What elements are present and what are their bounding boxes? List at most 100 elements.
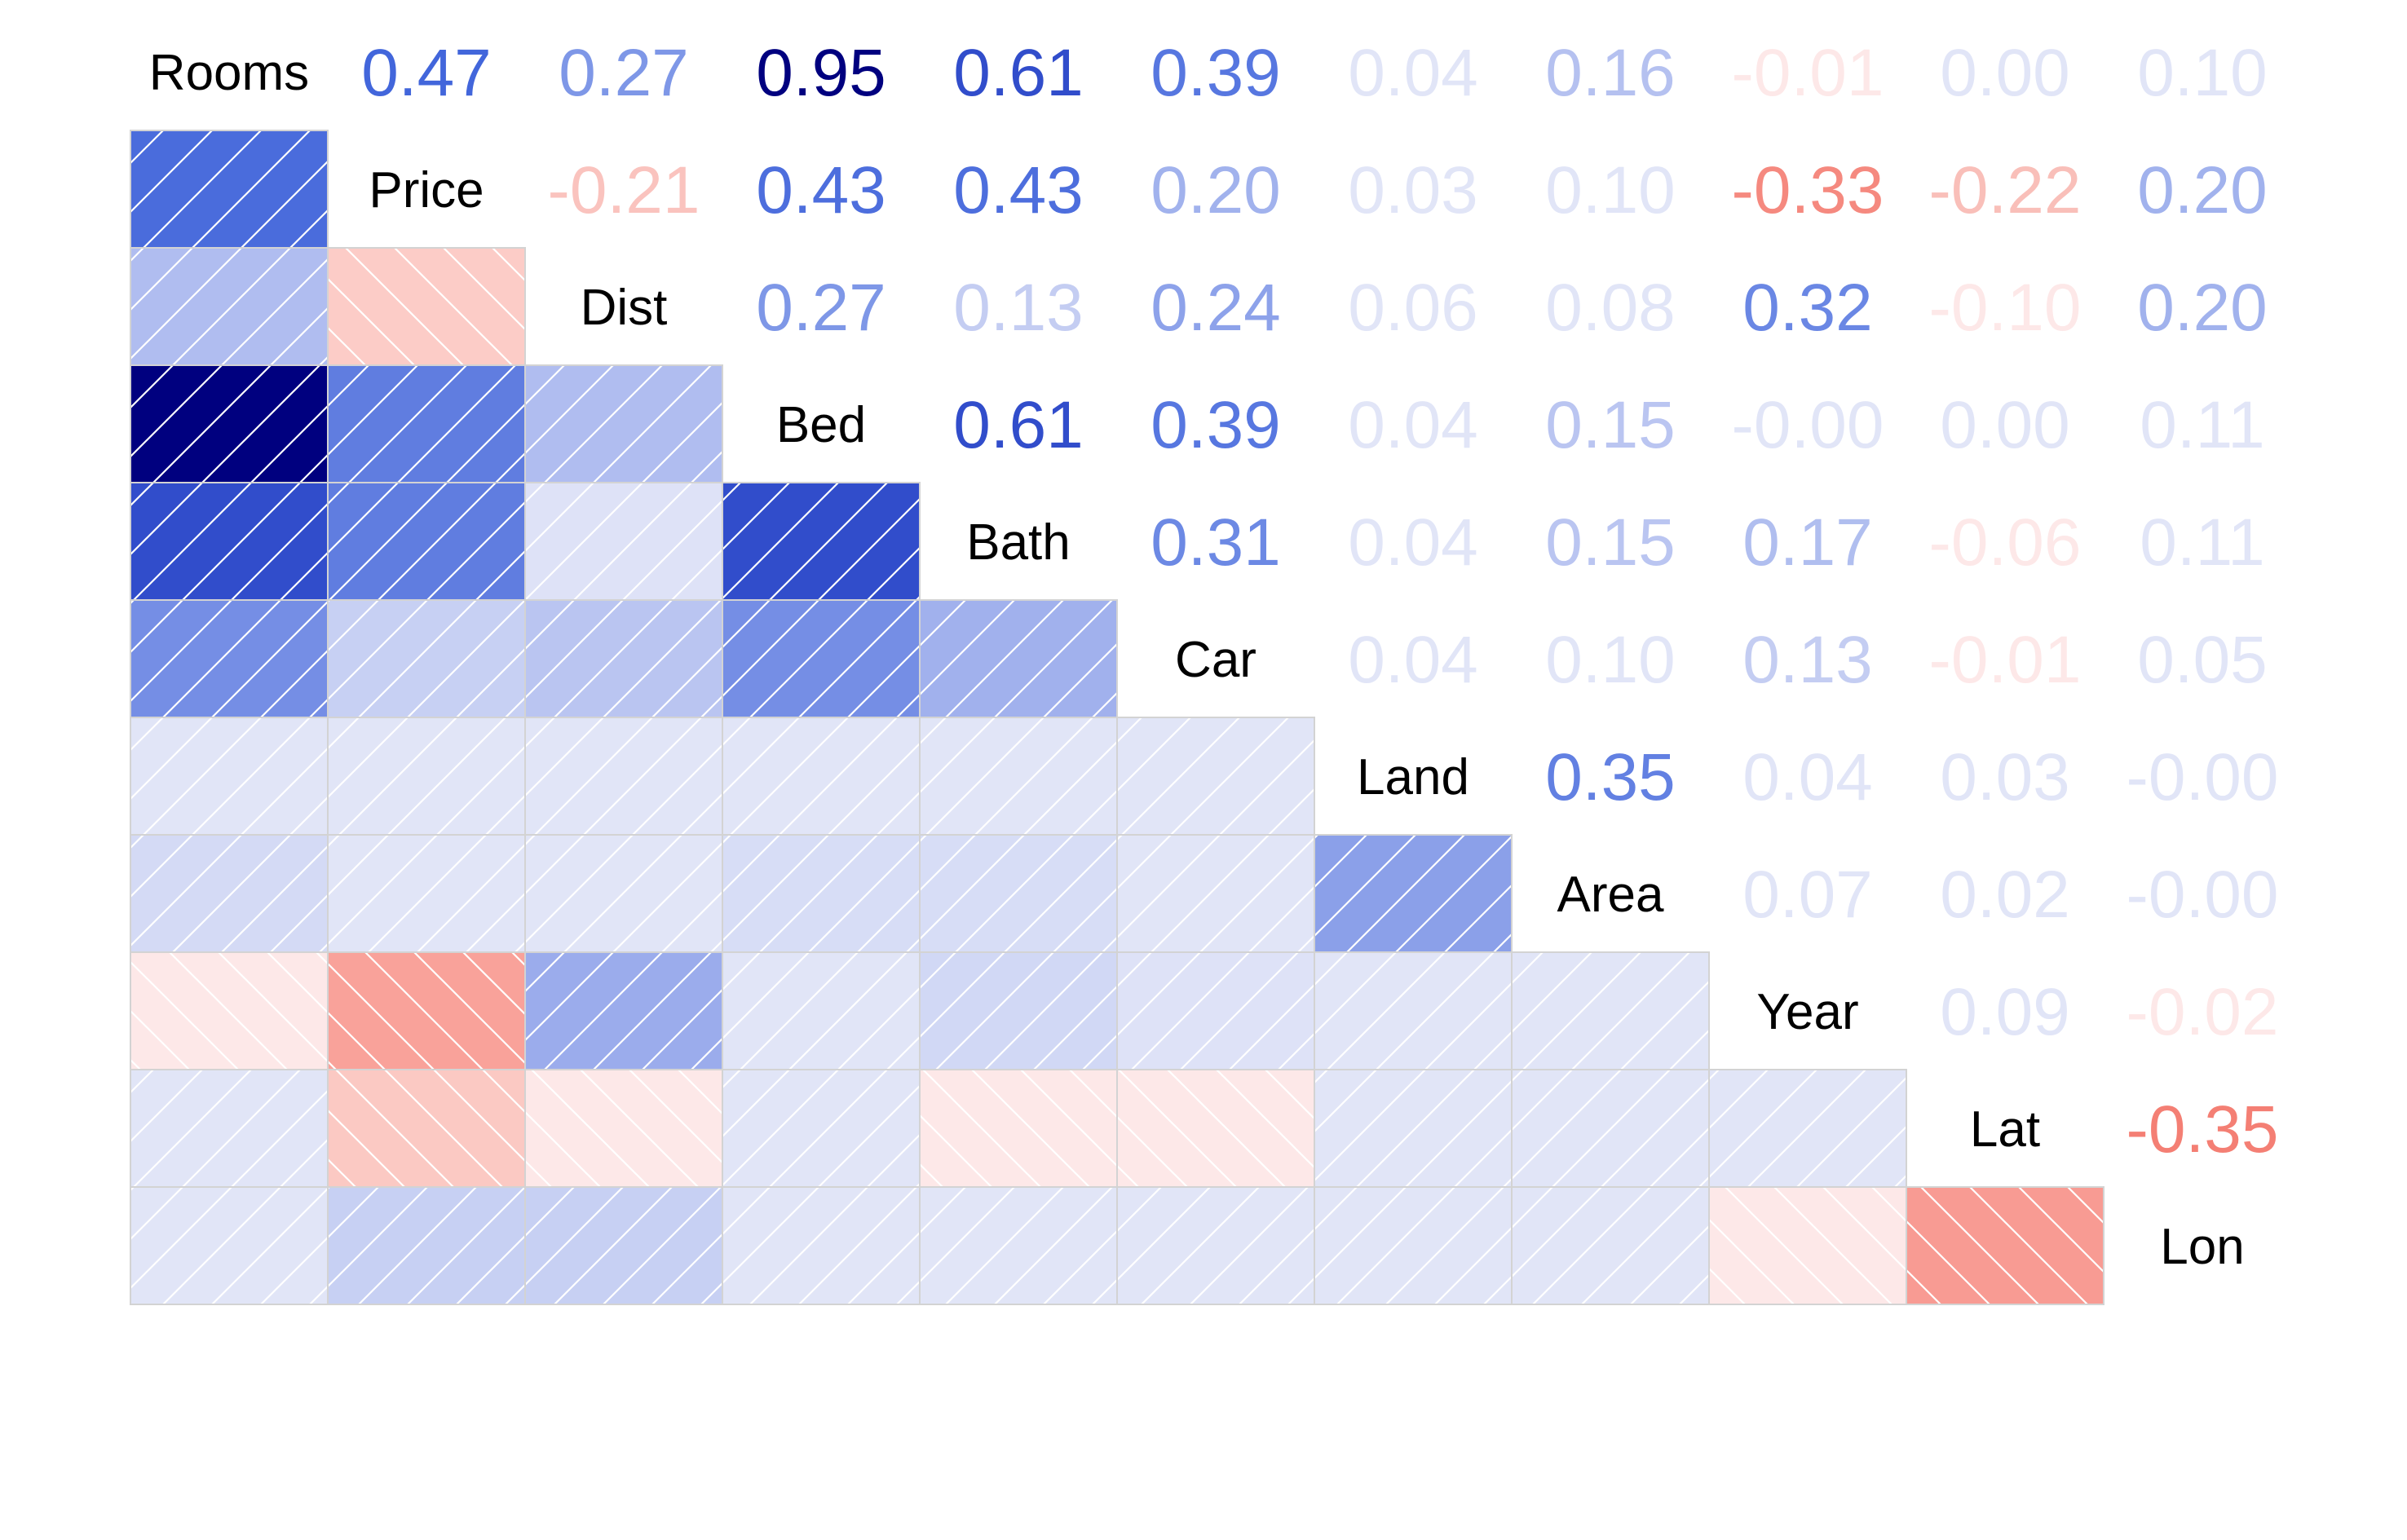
shade-cell-Lat-Land [1314,1069,1513,1188]
shade-cell-Land-Rooms [130,717,329,836]
coef-Bath-Area: 0.15 [1545,505,1676,580]
shade-cell-Lon-Bath [919,1186,1118,1305]
shade-cell-Lat-Bath [919,1069,1118,1188]
shade-cell-Lon-Price [327,1186,526,1305]
shade-cell-Dist-Rooms [130,247,329,366]
coef-Land-Lat: 0.03 [1940,740,2070,814]
diagonal-label-lon: Lon [2160,1219,2244,1275]
coef-Land-Year: 0.04 [1742,740,1873,814]
coef-Bed-Lon: 0.11 [2140,388,2265,462]
shade-cell-Lon-Lat [1906,1186,2104,1305]
coef-Bath-Car: 0.31 [1151,505,1281,580]
shade-cell-Lat-Price [327,1069,526,1188]
shade-cell-Area-Car [1116,834,1315,953]
coef-Bed-Car: 0.39 [1151,388,1281,462]
shade-cell-Land-Dist [524,717,723,836]
coef-Bed-Lat: 0.00 [1940,388,2070,462]
shade-cell-Year-Rooms [130,951,329,1070]
coef-Rooms-Bed: 0.95 [756,36,886,110]
shade-cell-Land-Price [327,717,526,836]
shade-cell-Land-Bath [919,717,1118,836]
coef-Rooms-Area: 0.16 [1545,36,1676,110]
coef-Bed-Year: -0.00 [1732,388,1884,462]
coef-Price-Lon: 0.20 [2137,153,2268,227]
shade-cell-Lat-Year [1708,1069,1907,1188]
diagonal-label-bath: Bath [966,514,1071,571]
coef-Dist-Year: 0.32 [1742,271,1873,345]
diagonal-label-land: Land [1357,749,1469,805]
shade-cell-Bath-Dist [524,482,723,601]
coef-Bath-Lat: -0.06 [1929,505,2082,580]
coef-Year-Lon: -0.02 [2127,975,2279,1049]
shade-cell-Land-Bed [722,717,921,836]
coef-Car-Year: 0.13 [1742,623,1873,697]
coef-Area-Year: 0.07 [1742,858,1873,932]
coef-Land-Lon: -0.00 [2127,740,2279,814]
coef-Lat-Lon: -0.35 [2127,1092,2279,1167]
shade-cell-Bath-Bed [722,482,921,601]
shade-cell-Bed-Rooms [130,364,329,483]
shade-cell-Area-Bath [919,834,1118,953]
coef-Area-Lat: 0.02 [1940,858,2070,932]
coef-Car-Area: 0.10 [1545,623,1676,697]
diagonal-label-bed: Bed [776,397,866,453]
coef-Price-Area: 0.10 [1545,153,1676,227]
shade-cell-Bath-Price [327,482,526,601]
shade-cell-Lat-Bed [722,1069,921,1188]
coef-Land-Area: 0.35 [1545,740,1676,814]
shade-cell-Year-Bath [919,951,1118,1070]
shade-cell-Year-Bed [722,951,921,1070]
shade-cell-Lat-Rooms [130,1069,329,1188]
shaded-cells [130,130,2104,1305]
coef-Bed-Land: 0.04 [1348,388,1478,462]
coef-Bed-Area: 0.15 [1545,388,1676,462]
coef-Rooms-Year: -0.01 [1732,36,1884,110]
coef-Year-Lat: 0.09 [1940,975,2070,1049]
coef-Dist-Lon: 0.20 [2137,271,2268,345]
shade-cell-Car-Dist [524,599,723,718]
coef-Price-Bed: 0.43 [756,153,886,227]
coef-Rooms-Land: 0.04 [1348,36,1478,110]
shade-cell-Lon-Car [1116,1186,1315,1305]
shade-cell-Price-Rooms [130,130,329,249]
coef-Rooms-Bath: 0.61 [953,36,1084,110]
coef-Price-Lat: -0.22 [1929,153,2082,227]
diagonal-label-price: Price [369,162,484,218]
shade-cell-Lon-Dist [524,1186,723,1305]
shade-cell-Area-Land [1314,834,1513,953]
shade-cell-Car-Bath [919,599,1118,718]
diagonal-label-rooms: Rooms [149,45,309,101]
shade-cell-Land-Car [1116,717,1315,836]
diagonal-label-dist: Dist [581,280,668,336]
coef-Dist-Car: 0.24 [1151,271,1281,345]
coef-Bed-Bath: 0.61 [953,388,1084,462]
coef-Car-Lat: -0.01 [1929,623,2082,697]
diagonal-label-car: Car [1175,632,1256,688]
coef-Area-Lon: -0.00 [2127,858,2279,932]
shade-cell-Lon-Rooms [130,1186,329,1305]
shade-cell-Dist-Price [327,247,526,366]
coef-Price-Year: -0.33 [1732,153,1884,227]
shade-cell-Lat-Car [1116,1069,1315,1188]
coef-Car-Lon: 0.05 [2137,623,2268,697]
shade-cell-Lon-Bed [722,1186,921,1305]
shade-cell-Area-Price [327,834,526,953]
shade-cell-Lat-Area [1511,1069,1710,1188]
shade-cell-Area-Bed [722,834,921,953]
shade-cell-Bed-Dist [524,364,723,483]
shade-cell-Lat-Dist [524,1069,723,1188]
coef-Price-Car: 0.20 [1151,153,1281,227]
shade-cell-Car-Rooms [130,599,329,718]
coef-Rooms-Car: 0.39 [1151,36,1281,110]
shade-cell-Car-Price [327,599,526,718]
coef-Rooms-Dist: 0.27 [559,36,689,110]
coef-Dist-Lat: -0.10 [1929,271,2082,345]
diagonal-label-year: Year [1756,984,1858,1040]
shade-cell-Area-Rooms [130,834,329,953]
shade-cell-Lon-Year [1708,1186,1907,1305]
shade-cell-Area-Dist [524,834,723,953]
shade-cell-Year-Price [327,951,526,1070]
coef-Rooms-Lat: 0.00 [1940,36,2070,110]
shade-cell-Bath-Rooms [130,482,329,601]
